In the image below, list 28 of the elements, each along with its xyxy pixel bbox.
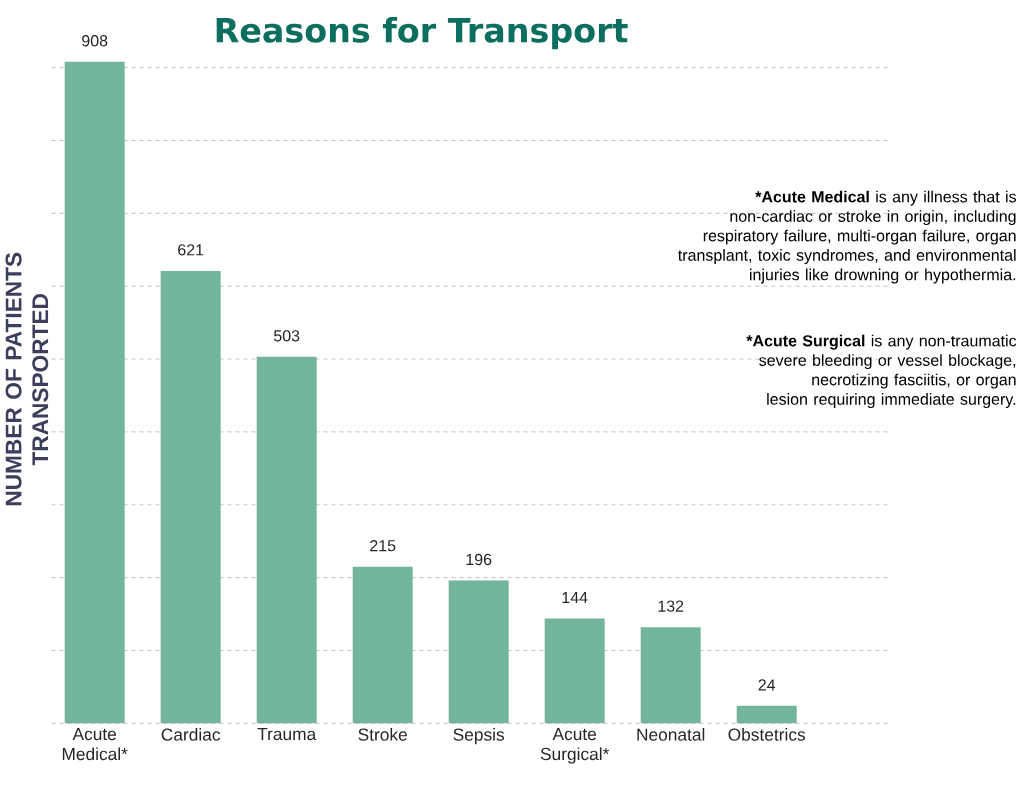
x-tick-label: Trauma xyxy=(257,728,317,741)
data-label: 196 xyxy=(466,553,492,566)
x-tick-label: Cardiac xyxy=(161,728,221,741)
bar xyxy=(640,627,701,724)
bar xyxy=(736,705,797,724)
bar xyxy=(448,580,509,724)
bar xyxy=(352,566,413,724)
x-tick-label: Acute Medical* xyxy=(62,728,128,761)
data-label: 132 xyxy=(658,600,684,612)
data-label: 908 xyxy=(82,35,108,47)
bar xyxy=(64,61,125,724)
data-label: 215 xyxy=(370,539,396,552)
y-axis-title: NUMBER OF PATIENTS TRANSPORTED xyxy=(5,252,49,506)
data-label: 144 xyxy=(562,592,588,604)
chart-title: Reasons for Transport xyxy=(216,17,628,50)
annotation: *Acute Surgical is any non-traumatic severe bleeding or vessel blockage, necrotizing fasciitis, or organ lesion requiring immediate surgery. xyxy=(746,334,1017,409)
data-label: 24 xyxy=(758,679,776,691)
x-tick-label: Stroke xyxy=(358,728,407,741)
annotation: *Acute Medical is any illness that is non-cardiac or stroke in origin, including respiratory failure, multi-organ failure, organ transplant, toxic syndromes, and environmental injuries like drowning or hypothermia. xyxy=(678,190,1017,284)
x-tick-label: Sepsis xyxy=(453,728,505,745)
data-label: 503 xyxy=(273,330,300,342)
x-tick-label: Neonatal xyxy=(637,728,705,741)
x-tick-label: Acute Surgical* xyxy=(540,728,610,764)
bar xyxy=(544,618,605,724)
bar xyxy=(160,270,221,724)
data-label: 621 xyxy=(178,244,204,256)
x-tick-label: Obstetrics xyxy=(728,728,806,741)
bar xyxy=(256,356,317,724)
